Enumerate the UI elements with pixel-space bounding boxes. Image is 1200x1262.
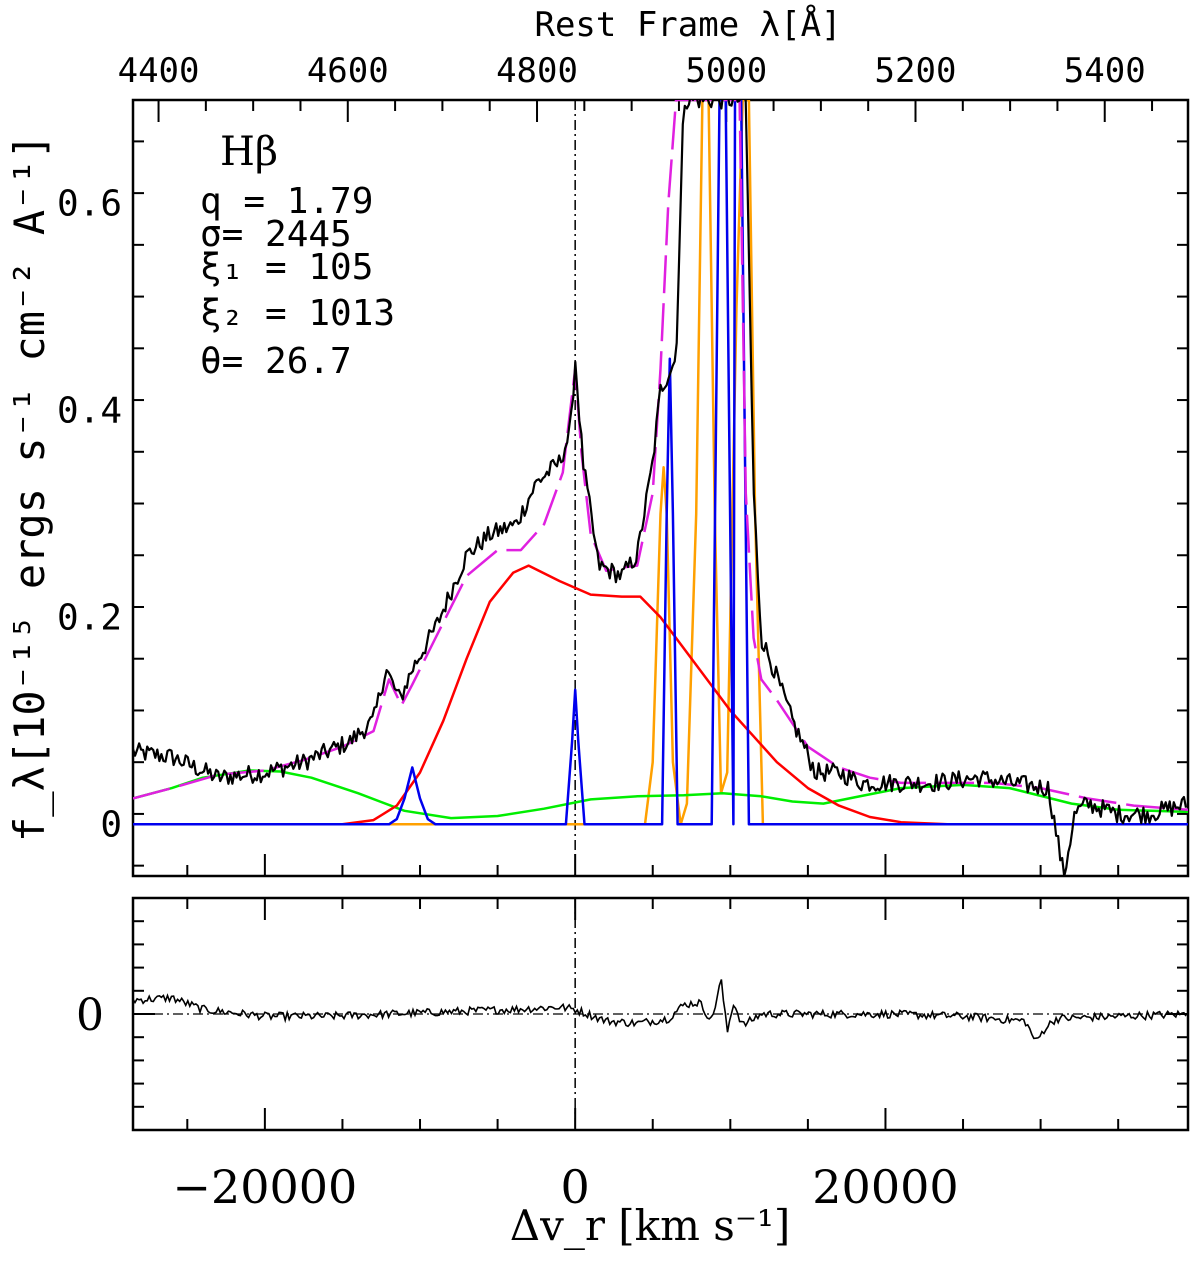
top-tick-label: 4800	[496, 51, 578, 91]
x-axis-label: Δv_r [km s⁻¹]	[510, 1201, 790, 1250]
series-line-5	[133, 100, 1188, 826]
series-line-0	[133, 100, 1188, 876]
y-tick-label: 0	[100, 804, 122, 845]
series-line-3	[133, 769, 1188, 820]
y-tick-label: 0.2	[57, 597, 122, 638]
top-tick-label: 4600	[307, 51, 389, 91]
residual-series-group	[133, 898, 1188, 1130]
param-xi1: ξ₁ = 105	[200, 247, 373, 288]
y-axis-label: f_λ[10⁻¹⁵ ergs s⁻¹ cm⁻² A⁻¹]	[5, 134, 54, 842]
x-tick-label: −20000	[172, 1160, 357, 1214]
param-xi2: ξ₂ = 1013	[200, 293, 395, 334]
res-y-tick-label: 0	[76, 990, 104, 1041]
main-axis-ticks: 0 0.2 0.4 0.6	[57, 140, 1188, 876]
line-name-label: Hβ	[220, 129, 278, 175]
fit-annotations: Hβ q = 1.79 σ= 2445 ξ₁ = 105 ξ₂ = 1013 θ…	[200, 129, 395, 382]
main-series-group	[133, 100, 1188, 876]
residual-axis-ticks: 0 −20000 0 20000	[76, 898, 1188, 1214]
series-line-2	[133, 564, 1188, 826]
top-tick-label: 5000	[685, 51, 767, 91]
main-panel-frame	[131, 98, 1190, 878]
y-tick-label: 0.4	[57, 390, 122, 431]
x-tick-label: 0	[561, 1160, 590, 1214]
y-tick-label: 0.6	[57, 183, 122, 224]
top-tick-label: 5200	[875, 51, 957, 91]
top-tick-label: 5400	[1064, 51, 1146, 91]
param-q: q = 1.79	[200, 181, 373, 222]
top-tick-label: 4400	[118, 51, 200, 91]
param-theta: θ= 26.7	[200, 341, 352, 382]
param-sigma: σ= 2445	[200, 214, 352, 255]
residual-line	[133, 979, 1187, 1040]
top-axis-label: Rest Frame λ[Å]	[534, 4, 841, 45]
x-tick-label: 20000	[812, 1160, 958, 1214]
series-line-4	[133, 100, 1188, 826]
top-axis-ticks: 4400 4600 4800 5000 5200 5400	[118, 51, 1154, 122]
